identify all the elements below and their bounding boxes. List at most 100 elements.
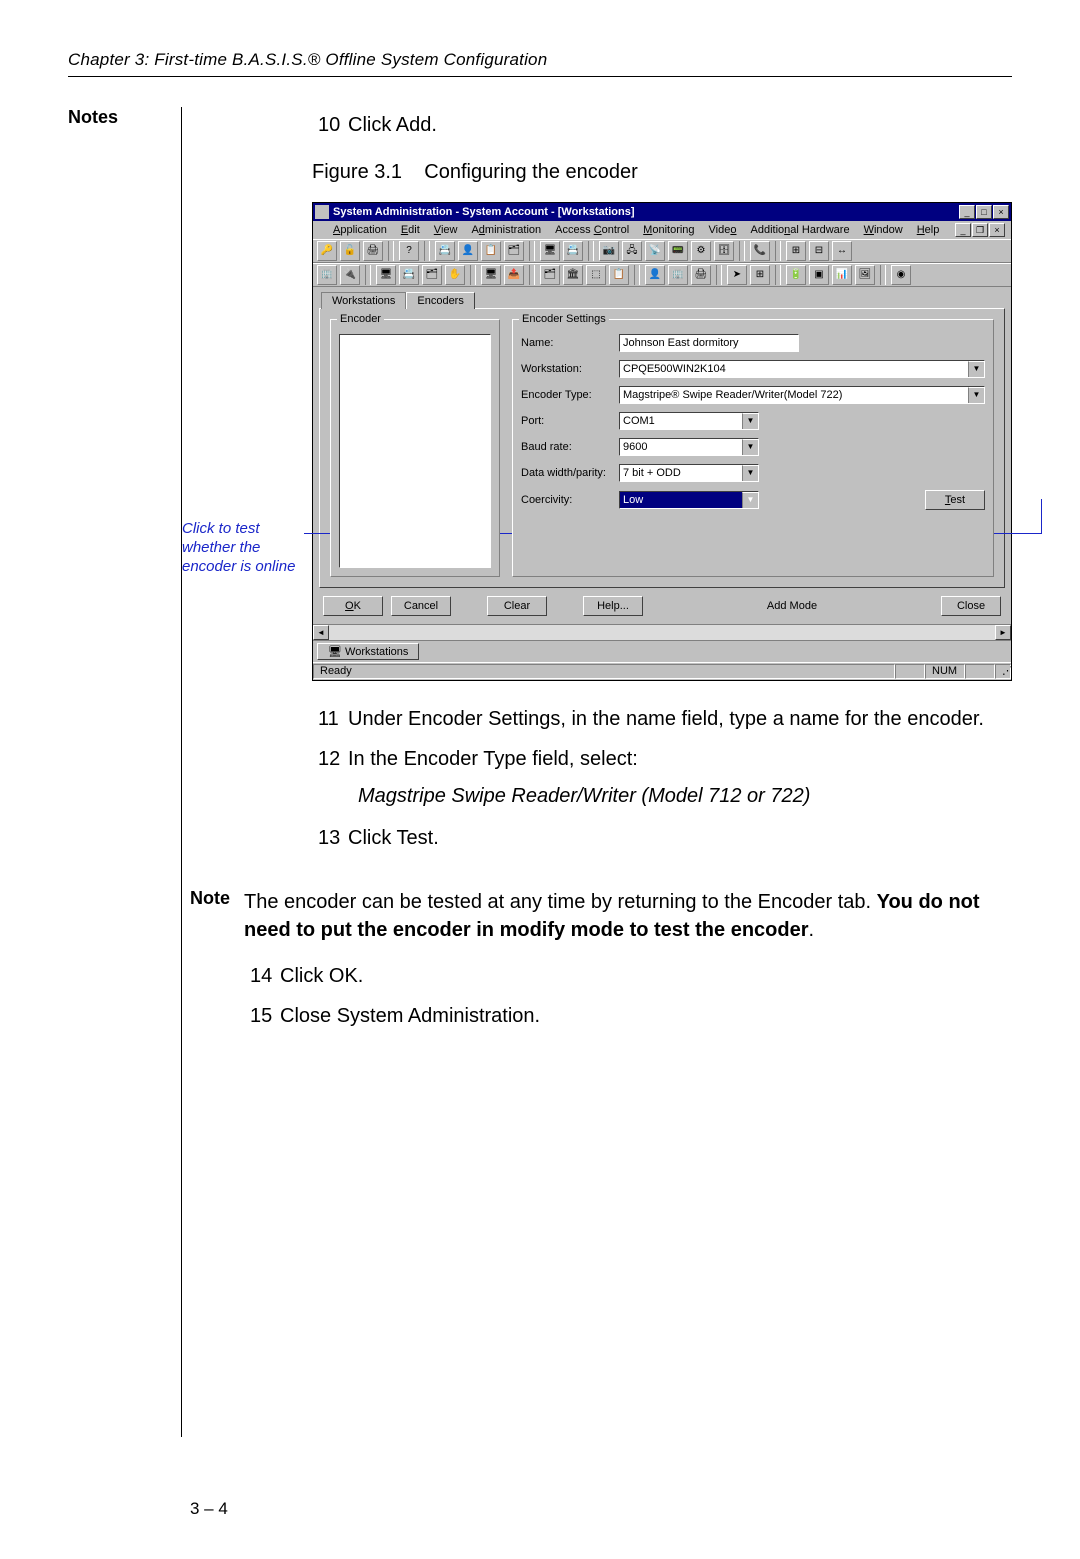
mdi-minimize-button[interactable]: _ <box>955 223 971 237</box>
encoder-listbox[interactable] <box>339 334 491 568</box>
chevron-down-icon[interactable]: ▼ <box>742 439 758 455</box>
toolbar-icon[interactable]: 🔓 <box>340 241 360 261</box>
menu-video[interactable]: Video <box>709 224 737 236</box>
toolbar-separator <box>388 241 394 261</box>
toolbar-icon[interactable]: 🏢 <box>317 265 337 285</box>
mdi-restore-button[interactable]: ❐ <box>972 223 988 237</box>
chevron-down-icon[interactable]: ▼ <box>742 465 758 481</box>
step-number: 12 <box>318 745 348 773</box>
cancel-button[interactable]: Cancel <box>391 596 451 616</box>
menu-window[interactable]: Window <box>864 224 903 236</box>
toolbar-icon[interactable]: 🖨 <box>691 265 711 285</box>
menu-help[interactable]: Help <box>917 224 940 236</box>
toolbar-icon[interactable]: 👤 <box>645 265 665 285</box>
toolbar-row-2: 🏢 🔌 🖥 📇 🗂 ✋ 🖥 📤 🗂 🏛 <box>313 263 1011 287</box>
port-label: Port: <box>521 415 613 427</box>
toolbar-icon[interactable]: ◉ <box>891 265 911 285</box>
toolbar-icon[interactable]: 📡 <box>645 241 665 261</box>
encoder-type-combo[interactable]: Magstripe® Swipe Reader/Writer(Model 722… <box>619 386 985 404</box>
tab-encoders[interactable]: Encoders <box>406 292 474 309</box>
ok-button[interactable]: OK <box>323 596 383 616</box>
toolbar-icon[interactable]: ✋ <box>445 265 465 285</box>
mdi-tab-workstations[interactable]: 🖥 Workstations <box>317 643 419 660</box>
toolbar-icon[interactable]: 📇 <box>399 265 419 285</box>
toolbar-icon[interactable]: ⊞ <box>786 241 806 261</box>
clear-button[interactable]: Clear <box>487 596 547 616</box>
toolbar-icon[interactable]: 🗂 <box>422 265 442 285</box>
toolbar-icon[interactable]: ? <box>399 241 419 261</box>
toolbar-icon[interactable]: ⬚ <box>586 265 606 285</box>
toolbar-icon[interactable]: 📇 <box>435 241 455 261</box>
toolbar-icon[interactable]: 🏢 <box>668 265 688 285</box>
toolbar-icon[interactable]: 📤 <box>504 265 524 285</box>
toolbar-icon[interactable]: 📞 <box>750 241 770 261</box>
menu-view[interactable]: View <box>434 224 458 236</box>
menu-access-control[interactable]: Access Control <box>555 224 629 236</box>
toolbar-icon[interactable]: 🖧 <box>622 241 642 261</box>
toolbar-icon[interactable]: ⊟ <box>809 241 829 261</box>
menu-bar: Application Edit View Administration Acc… <box>313 221 1011 239</box>
chevron-down-icon[interactable]: ▼ <box>742 413 758 429</box>
chevron-down-icon[interactable]: ▼ <box>968 361 984 377</box>
scroll-left-icon[interactable]: ◄ <box>313 625 329 640</box>
toolbar-icon[interactable]: 🗂 <box>504 241 524 261</box>
chevron-down-icon[interactable]: ▼ <box>968 387 984 403</box>
toolbar-icon[interactable]: 👤 <box>458 241 478 261</box>
toolbar-icon[interactable]: 🏛 <box>563 265 583 285</box>
toolbar-icon[interactable]: 🔑 <box>317 241 337 261</box>
title-bar: System Administration - System Account -… <box>313 203 1011 221</box>
menu-additional-hardware[interactable]: Additional Hardware <box>751 224 850 236</box>
chapter-header: Chapter 3: First-time B.A.S.I.S.® Offlin… <box>68 50 1012 77</box>
port-combo[interactable]: COM1▼ <box>619 412 759 430</box>
minimize-button[interactable]: _ <box>959 205 975 219</box>
help-button[interactable]: Help... <box>583 596 643 616</box>
toolbar-icon[interactable]: 🔋 <box>786 265 806 285</box>
scroll-right-icon[interactable]: ► <box>995 625 1011 640</box>
menu-monitoring[interactable]: Monitoring <box>643 224 694 236</box>
toolbar-icon[interactable]: 🖥 <box>540 241 560 261</box>
test-button[interactable]: Test <box>925 490 985 510</box>
toolbar-icon[interactable]: 🖨 <box>363 241 383 261</box>
status-cell <box>895 664 925 679</box>
name-input[interactable]: Johnson East dormitory <box>619 334 799 352</box>
menu-edit[interactable]: Edit <box>401 224 420 236</box>
toolbar-icon[interactable]: ➤ <box>727 265 747 285</box>
menu-application[interactable]: Application <box>333 224 387 236</box>
toolbar-icon[interactable]: 📋 <box>609 265 629 285</box>
toolbar-separator <box>588 241 594 261</box>
close-window-button[interactable]: × <box>993 205 1009 219</box>
toolbar-icon[interactable]: 🖥 <box>376 265 396 285</box>
toolbar-icon[interactable]: 📇 <box>563 241 583 261</box>
toolbar-icon[interactable]: ▣ <box>809 265 829 285</box>
encoder-settings-group: Encoder Settings Name: Johnson East dorm… <box>512 319 994 577</box>
maximize-button[interactable]: □ <box>976 205 992 219</box>
close-button[interactable]: Close <box>941 596 1001 616</box>
toolbar-icon[interactable]: 🗂 <box>540 265 560 285</box>
toolbar-icon[interactable]: 🖥 <box>481 265 501 285</box>
tab-workstations[interactable]: Workstations <box>321 292 406 309</box>
toolbar-icon[interactable]: 📟 <box>668 241 688 261</box>
toolbar-icon[interactable]: ⊞ <box>750 265 770 285</box>
workstation-combo[interactable]: CPQE500WIN2K104▼ <box>619 360 985 378</box>
callout-leader-vert <box>1041 499 1042 534</box>
toolbar-icon[interactable]: 🔌 <box>340 265 360 285</box>
coercivity-combo[interactable]: Low▼ <box>619 491 759 509</box>
parity-combo[interactable]: 7 bit + ODD▼ <box>619 464 759 482</box>
horizontal-scrollbar[interactable]: ◄ ► <box>313 624 1011 640</box>
toolbar-icon[interactable]: 🖼 <box>855 265 875 285</box>
baud-combo[interactable]: 9600▼ <box>619 438 759 456</box>
menu-administration[interactable]: Administration <box>471 224 541 236</box>
figure-title: Configuring the encoder <box>424 161 637 183</box>
toolbar-icon[interactable]: 🗄 <box>714 241 734 261</box>
step-text: Click Add. <box>348 114 437 136</box>
toolbar-separator <box>739 241 745 261</box>
toolbar-icon[interactable]: ⚙ <box>691 241 711 261</box>
status-ready: Ready <box>313 664 895 679</box>
resize-grip-icon[interactable]: ⋰ <box>995 664 1011 679</box>
toolbar-icon[interactable]: 📷 <box>599 241 619 261</box>
toolbar-icon[interactable]: 📋 <box>481 241 501 261</box>
toolbar-icon[interactable]: ↔ <box>832 241 852 261</box>
mdi-close-button[interactable]: × <box>989 223 1005 237</box>
chevron-down-icon[interactable]: ▼ <box>742 492 758 508</box>
toolbar-icon[interactable]: 📊 <box>832 265 852 285</box>
